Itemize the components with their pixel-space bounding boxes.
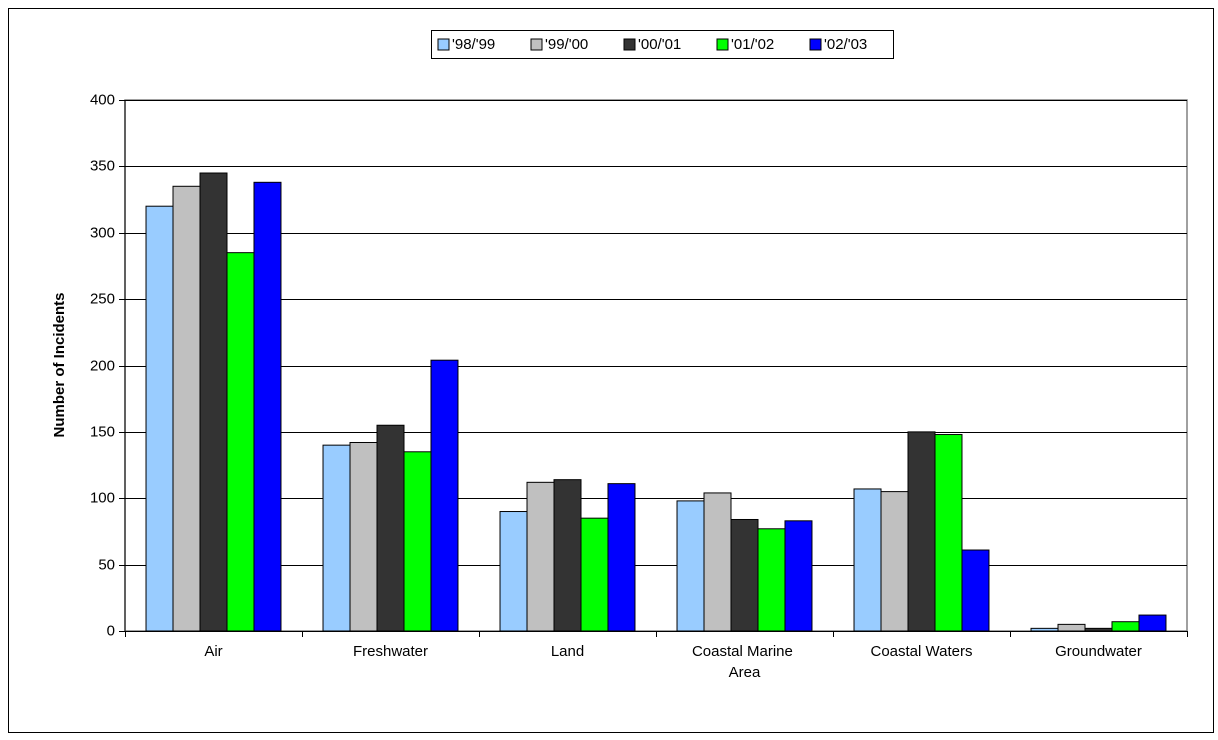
bar	[172, 185, 201, 632]
bar	[145, 205, 174, 632]
bar	[1111, 621, 1140, 632]
x-tick-label: Freshwater	[353, 643, 428, 660]
y-axis-label: Number of Incidents	[51, 292, 68, 437]
bar	[553, 479, 582, 632]
bar	[430, 359, 459, 632]
bar	[784, 520, 813, 632]
bar	[676, 500, 705, 632]
y-tick-label: 50	[98, 556, 115, 573]
legend-label: '01/'02	[731, 36, 774, 53]
y-tick-label: 100	[90, 489, 115, 506]
bar	[376, 424, 405, 632]
legend-swatch	[809, 38, 822, 51]
x-tick-label: Groundwater	[1055, 643, 1142, 660]
x-tick-label: Air	[204, 643, 222, 660]
legend-label: '02/'03	[824, 36, 867, 53]
bar	[607, 483, 636, 632]
y-tick-label: 250	[90, 290, 115, 307]
bar	[907, 431, 936, 632]
bar	[199, 172, 228, 632]
legend-label: '00/'01	[638, 36, 681, 53]
bar	[757, 528, 786, 632]
plot-area	[124, 99, 1188, 632]
y-tick-label: 150	[90, 423, 115, 440]
bar	[226, 252, 255, 632]
bar	[253, 181, 282, 632]
bar	[1138, 614, 1167, 632]
y-tick-label: 300	[90, 224, 115, 241]
bar	[580, 517, 609, 632]
y-tick-label: 200	[90, 357, 115, 374]
bar	[934, 434, 963, 632]
y-tick-label: 0	[107, 622, 115, 639]
bar	[322, 444, 351, 632]
x-tick-label: Coastal Marine Area	[692, 643, 797, 681]
legend-swatch	[623, 38, 636, 51]
legend-swatch	[716, 38, 729, 51]
bar	[961, 549, 990, 632]
legend-label: '98/'99	[452, 36, 495, 53]
y-tick-label: 400	[90, 91, 115, 108]
bar	[1084, 627, 1113, 632]
bar	[703, 492, 732, 632]
bar	[853, 488, 882, 632]
y-tick-label: 350	[90, 157, 115, 174]
legend-label: '99/'00	[545, 36, 588, 53]
bar	[730, 518, 759, 632]
bar	[499, 511, 528, 632]
x-tick-label: Coastal Waters	[871, 643, 973, 660]
bar	[403, 451, 432, 632]
bar	[1030, 627, 1059, 632]
bar	[1057, 623, 1086, 632]
x-tick-label: Land	[551, 643, 584, 660]
bar	[880, 491, 909, 632]
legend-swatch	[437, 38, 450, 51]
legend-swatch	[530, 38, 543, 51]
bar	[526, 481, 555, 632]
bar	[349, 441, 378, 632]
